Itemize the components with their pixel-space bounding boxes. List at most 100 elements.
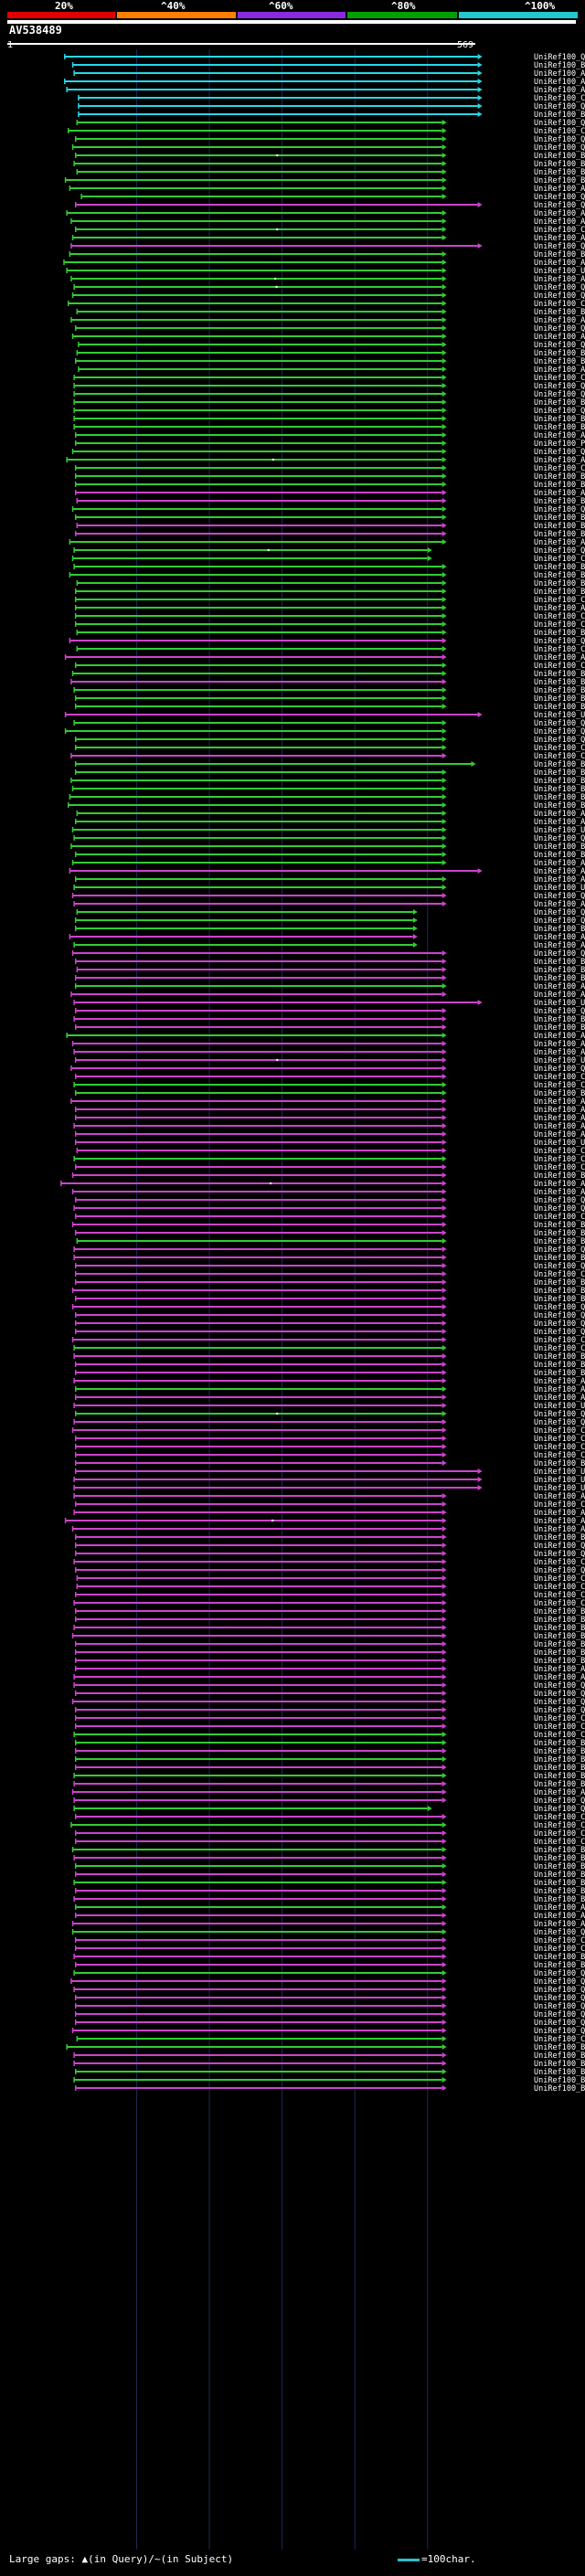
hit-end-arrow bbox=[441, 1822, 447, 1828]
hit-end-arrow bbox=[441, 1740, 447, 1745]
hit-label: UniRef100_A2WXF7 bbox=[534, 941, 585, 950]
hit-label: UniRef100_B6TUA bbox=[534, 1632, 585, 1641]
hit-end-arrow bbox=[441, 1871, 447, 1877]
hit-end-arrow bbox=[441, 350, 447, 355]
hit-end-arrow bbox=[441, 284, 447, 290]
hit-end-arrow bbox=[441, 1699, 447, 1704]
hit-end-arrow bbox=[441, 1370, 447, 1375]
hit-end-arrow bbox=[441, 1271, 447, 1277]
hit-label: UniRef100_Q0M390 bbox=[534, 135, 585, 144]
hit-label: UniRef100_Q7XNU7 bbox=[534, 1969, 585, 1978]
hit-end-arrow bbox=[441, 366, 447, 372]
hit-label: UniRef100_A7QLY2 bbox=[534, 1509, 585, 1518]
hit-end-arrow bbox=[427, 1806, 432, 1811]
hit-end-arrow bbox=[441, 827, 447, 832]
hit-end-arrow bbox=[441, 1041, 447, 1046]
hit-end-arrow bbox=[441, 342, 447, 347]
hit-label: UniRef100_B6TJV5 bbox=[534, 1023, 585, 1033]
hit-label: UniRef100_B9SYA6 bbox=[534, 1089, 585, 1098]
hit-label: UniRef100_C5XHI7 bbox=[534, 645, 585, 654]
hit-label: UniRef100_UP1000... bbox=[534, 711, 585, 720]
hit-label: UniRef100_C5WPV6 bbox=[534, 1723, 585, 1732]
hit-end-arrow bbox=[441, 235, 447, 240]
hit-end-arrow bbox=[441, 1945, 447, 1951]
hit-end-arrow bbox=[441, 391, 447, 397]
hit-label: UniRef100_Q9ZTX4 bbox=[534, 1196, 585, 1205]
hit-label: UniRef100_C5Y0I3 bbox=[534, 1213, 585, 1222]
hit-end-arrow bbox=[441, 194, 447, 199]
hit-end-arrow bbox=[441, 1255, 447, 1260]
hit-end-arrow bbox=[477, 111, 483, 117]
hit-label: UniRef100_A9ST83 bbox=[534, 859, 585, 868]
hit-label: UniRef100_A5BSB9 bbox=[534, 1130, 585, 1140]
hit-label: UniRef100_B9SPN0 bbox=[534, 1352, 585, 1362]
hit-end-arrow bbox=[477, 1468, 483, 1474]
hit-end-arrow bbox=[441, 1913, 447, 1918]
hit-label: UniRef100_Q94D50 bbox=[534, 1262, 585, 1271]
hit-end-arrow bbox=[477, 62, 483, 68]
hit-label: UniRef100_A5CAB1 bbox=[534, 86, 585, 95]
hit-end-arrow bbox=[441, 1978, 447, 1984]
hit-end-arrow bbox=[441, 802, 447, 808]
hit-end-arrow bbox=[441, 1551, 447, 1556]
hit-label: UniRef100_A7P436 bbox=[534, 1114, 585, 1123]
hit-label: UniRef100_A7QLZ4 bbox=[534, 1788, 585, 1797]
hit-label: UniRef100_Q0JGU6 bbox=[534, 1566, 585, 1575]
hit-label: UniRef100_B6GWT0 bbox=[534, 1254, 585, 1263]
hit-end-arrow bbox=[441, 613, 447, 619]
hit-end-arrow bbox=[441, 580, 447, 586]
hit-label: UniRef100_B9GIV4 bbox=[534, 250, 585, 260]
hit-label: UniRef100_Q0WP01 bbox=[534, 908, 585, 917]
hit-label: UniRef100_Q9FNL8 bbox=[534, 1797, 585, 1806]
hit-end-arrow bbox=[412, 917, 418, 923]
hit-label: UniRef100_B9HEJ8 bbox=[534, 168, 585, 177]
hit-end-arrow bbox=[441, 1345, 447, 1351]
hit-end-arrow bbox=[441, 1518, 447, 1523]
hit-label: UniRef100_Q2R733 bbox=[534, 2019, 585, 2028]
hit-label: UniRef100_A9TS29 bbox=[534, 1385, 585, 1394]
hit-end-arrow bbox=[441, 1024, 447, 1030]
hit-end-arrow bbox=[441, 2085, 447, 2091]
hit-end-arrow bbox=[441, 292, 447, 298]
hit-label: UniRef100_C5YUU2 bbox=[534, 1336, 585, 1345]
hit-end-arrow bbox=[441, 1600, 447, 1606]
hit-label: UniRef100_UP1000... bbox=[534, 1402, 585, 1411]
hit-end-arrow bbox=[441, 449, 447, 454]
hit-end-arrow bbox=[441, 1649, 447, 1655]
hit-end-arrow bbox=[441, 128, 447, 133]
hit-end-arrow bbox=[441, 1559, 447, 1564]
hit-end-arrow bbox=[441, 1855, 447, 1860]
hit-gap-marker bbox=[276, 1058, 279, 1062]
hit-end-arrow bbox=[477, 70, 483, 76]
hit-end-arrow bbox=[412, 934, 418, 939]
hit-end-arrow bbox=[441, 2052, 447, 2058]
hit-end-arrow bbox=[441, 424, 447, 429]
hit-end-arrow bbox=[441, 1205, 447, 1211]
hit-label: UniRef100_Q8VZE2 bbox=[534, 719, 585, 728]
hit-label: UniRef100_Q0LLN6 bbox=[534, 1204, 585, 1214]
hit-label: UniRef100_A5BHU3 bbox=[534, 1525, 585, 1534]
hit-end-arrow bbox=[412, 909, 418, 915]
hit-end-arrow bbox=[441, 753, 447, 758]
hit-end-arrow bbox=[441, 975, 447, 981]
hit-end-arrow bbox=[441, 852, 447, 857]
hit-gap-marker bbox=[267, 548, 270, 552]
hit-end-arrow bbox=[441, 1279, 447, 1285]
hit-label: UniRef100_C5YN92 bbox=[534, 300, 585, 309]
hit-label: UniRef100_B9HZ53 bbox=[534, 160, 585, 169]
hit-label: UniRef100_C5WZ82 bbox=[534, 1500, 585, 1510]
hit-end-arrow bbox=[441, 1353, 447, 1359]
hit-label: UniRef100_Q9FTZ4 bbox=[534, 324, 585, 334]
hit-end-arrow bbox=[441, 1016, 447, 1022]
hit-label: UniRef100_C4HIL2 bbox=[534, 464, 585, 473]
hit-label: UniRef100_A5BHU5 bbox=[534, 900, 585, 909]
hit-label: UniRef100_B9EUX1 bbox=[534, 2060, 585, 2069]
hit-end-arrow bbox=[477, 202, 483, 207]
hit-end-arrow bbox=[441, 399, 447, 405]
hit-label: UniRef100_A5BFG2 bbox=[534, 185, 585, 194]
hit-end-arrow bbox=[441, 1164, 447, 1170]
hit-end-arrow bbox=[441, 498, 447, 504]
hit-label: UniRef100_Q84VX2 bbox=[534, 1698, 585, 1707]
hit-label: UniRef100_A7Q1N5 bbox=[534, 1665, 585, 1674]
